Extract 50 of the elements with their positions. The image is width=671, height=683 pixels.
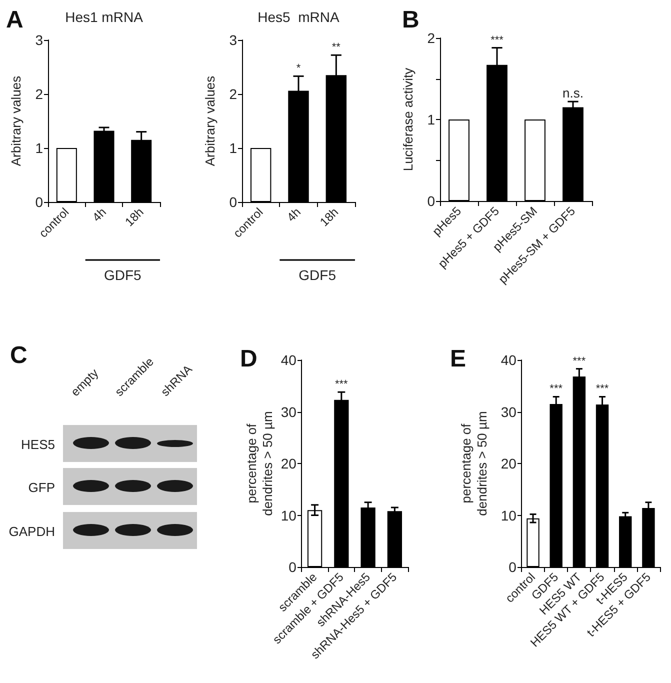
annotation: n.s. — [562, 86, 584, 101]
y-tick-label: 0 — [288, 559, 297, 575]
y-tick-label: 30 — [280, 404, 297, 420]
y-tick-label: 3 — [35, 32, 44, 48]
annotation: *** — [490, 34, 504, 46]
text: GAPDH — [8, 524, 55, 539]
y-tick-label: 1 — [229, 140, 238, 156]
y-axis-title: Luciferase activity — [400, 67, 416, 172]
y-tick-label: 1 — [35, 140, 44, 156]
y-tick-label: 20 — [500, 456, 517, 472]
annotation: *** — [335, 378, 349, 391]
y-tick-label: 0 — [508, 559, 517, 575]
annotation: *** — [572, 355, 586, 368]
y-axis-title: Arbitrary values — [202, 75, 218, 166]
text: E — [450, 346, 466, 372]
y-tick-label: 2 — [427, 30, 436, 46]
y-tick-label: 30 — [500, 404, 517, 420]
text: A — [6, 6, 24, 34]
chart-title: Hes1 mRNA — [65, 9, 144, 25]
y-tick-label: 40 — [280, 352, 297, 368]
y-tick-label: 1 — [427, 112, 436, 128]
annotation: ** — [332, 42, 342, 54]
x-tick-label: 18h — [317, 205, 342, 230]
y-tick-label: 2 — [35, 86, 44, 102]
y-tick-label: 0 — [35, 194, 44, 210]
text: GDF5 — [298, 267, 336, 283]
text: GDF5 — [104, 267, 142, 283]
text: B — [402, 6, 420, 34]
y-tick-label: 2 — [229, 86, 238, 102]
annotation: *** — [550, 383, 564, 396]
x-tick-label: 4h — [90, 205, 109, 224]
text: C — [10, 342, 28, 370]
text: D — [240, 346, 258, 372]
y-tick-label: 10 — [280, 507, 297, 524]
y-tick-label: 3 — [229, 32, 238, 48]
text: GFP — [27, 480, 55, 495]
x-tick-label: 4h — [284, 205, 304, 224]
y-tick-label: 40 — [500, 352, 517, 368]
x-tick-label: 18h — [122, 205, 146, 230]
annotation: * — [296, 62, 302, 75]
y-tick-label: 20 — [280, 456, 297, 472]
chart-title: Hes5 mRNA — [258, 9, 340, 25]
annotation: *** — [596, 383, 610, 396]
text: HES5 — [20, 437, 55, 452]
y-axis-title: percentage of dendrites > 50 µm — [244, 411, 275, 516]
y-tick-label: 0 — [229, 194, 238, 210]
y-tick-label: 0 — [427, 193, 436, 209]
y-axis-title: percentage of dendrites > 50 µm — [458, 411, 490, 516]
y-tick-label: 10 — [500, 507, 517, 524]
y-axis-title: Arbitrary values — [8, 75, 24, 166]
